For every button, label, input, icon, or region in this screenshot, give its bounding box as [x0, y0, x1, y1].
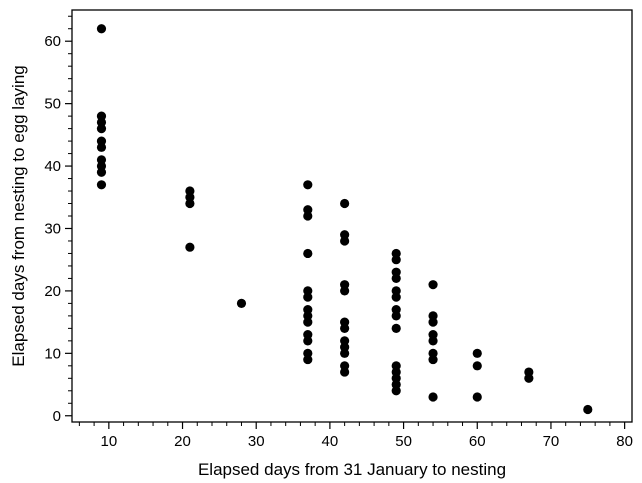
- plot-frame: [72, 10, 632, 422]
- y-axis-label: Elapsed days from nesting to egg laying: [9, 65, 28, 366]
- data-point: [340, 286, 349, 295]
- y-tick-label: 0: [53, 408, 61, 425]
- data-point: [340, 349, 349, 358]
- data-point: [428, 318, 437, 327]
- y-tick-label: 40: [44, 158, 61, 175]
- data-point: [340, 324, 349, 333]
- data-point: [303, 336, 312, 345]
- x-tick-label: 50: [395, 433, 412, 450]
- y-tick-label: 10: [44, 345, 61, 362]
- data-point: [340, 236, 349, 245]
- x-tick-label: 20: [174, 433, 191, 450]
- data-point: [97, 24, 106, 33]
- ticks: 10 20 30 40 50 60 70 80 0 10 20 30 40 50 60: [44, 16, 633, 450]
- data-point: [303, 249, 312, 258]
- data-point: [473, 392, 482, 401]
- data-point: [392, 274, 401, 283]
- x-tick-label: 70: [543, 433, 560, 450]
- data-point: [303, 318, 312, 327]
- y-tick-label: 20: [44, 283, 61, 300]
- data-point: [237, 299, 246, 308]
- x-tick-label: 80: [616, 433, 633, 450]
- data-point: [583, 405, 592, 414]
- data-point: [303, 355, 312, 364]
- x-tick-label: 10: [100, 433, 117, 450]
- data-point: [392, 324, 401, 333]
- axes: [72, 10, 632, 422]
- data-point: [303, 180, 312, 189]
- data-point: [428, 336, 437, 345]
- data-point: [340, 199, 349, 208]
- data-point: [473, 361, 482, 370]
- data-point: [97, 180, 106, 189]
- data-point: [392, 255, 401, 264]
- y-tick-label: 30: [44, 220, 61, 237]
- x-axis-label: Elapsed days from 31 January to nesting: [198, 460, 506, 479]
- data-point: [392, 386, 401, 395]
- data-point: [185, 199, 194, 208]
- x-tick-label: 30: [248, 433, 265, 450]
- data-point: [340, 367, 349, 376]
- x-tick-label: 60: [469, 433, 486, 450]
- data-point: [392, 293, 401, 302]
- data-point: [303, 293, 312, 302]
- data-point: [428, 355, 437, 364]
- x-tick-label: 40: [322, 433, 339, 450]
- data-point: [524, 374, 533, 383]
- data-point: [428, 392, 437, 401]
- data-point: [392, 311, 401, 320]
- data-point: [473, 349, 482, 358]
- data-point: [97, 124, 106, 133]
- data-point: [97, 143, 106, 152]
- y-tick-label: 60: [44, 33, 61, 50]
- data-point: [428, 280, 437, 289]
- data-points: [97, 24, 593, 414]
- data-point: [303, 211, 312, 220]
- data-point: [185, 243, 194, 252]
- y-tick-label: 50: [44, 96, 61, 113]
- data-point: [97, 168, 106, 177]
